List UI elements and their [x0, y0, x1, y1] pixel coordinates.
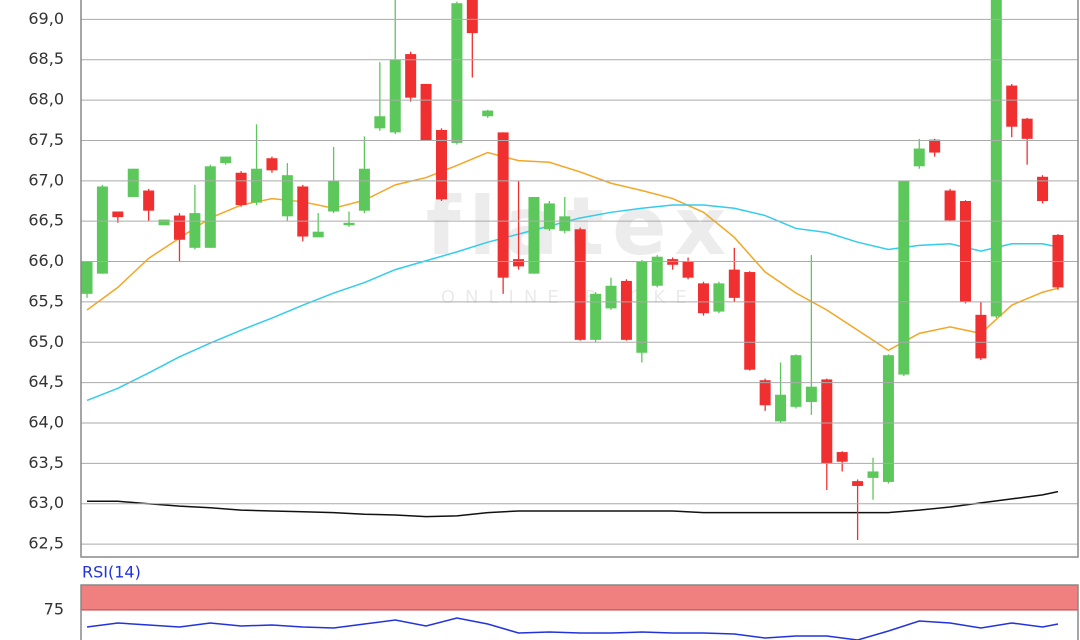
candle-body — [1021, 118, 1033, 139]
candle-body — [96, 186, 108, 274]
overbought-band — [81, 585, 1078, 611]
candle-body — [466, 0, 478, 34]
indicator-line — [87, 490, 1059, 518]
y-tick-label: 64,0 — [28, 412, 64, 431]
candle-body — [559, 216, 571, 231]
candle-body — [158, 219, 170, 226]
y-tick-label: 62,5 — [28, 534, 64, 553]
y-tick-label: 67,0 — [28, 170, 64, 189]
candle-body — [975, 314, 987, 359]
candle-body — [127, 168, 139, 197]
candle-body — [728, 269, 740, 298]
y-tick-label: 63,0 — [28, 493, 64, 512]
candle-body — [898, 180, 910, 375]
y-tick-label: 68,0 — [28, 90, 64, 109]
candle-body — [513, 259, 525, 267]
candle-body — [682, 261, 694, 278]
candle-body — [959, 201, 971, 302]
candle-body — [620, 280, 632, 340]
y-tick-label: 64,5 — [28, 372, 64, 391]
candle-body — [605, 285, 617, 309]
candle-body — [204, 166, 216, 248]
candle-body — [482, 110, 494, 117]
candle-body — [790, 355, 802, 407]
candle-body — [281, 175, 293, 217]
y-tick-label: 66,5 — [28, 211, 64, 230]
candle-body — [374, 116, 386, 129]
panel-title: RSI(14) — [82, 563, 141, 582]
candle-body — [913, 148, 925, 167]
candle-body — [1037, 176, 1049, 202]
y-tick-label: 66,0 — [28, 251, 64, 270]
candle-body — [543, 203, 555, 230]
candle-body — [990, 0, 1002, 317]
candle-body — [836, 452, 848, 462]
candle-body — [528, 196, 540, 274]
candle-body — [358, 168, 370, 211]
candle-body — [759, 380, 771, 406]
candle-body — [852, 481, 864, 486]
candle-body — [389, 59, 401, 133]
y-tick-label: 67,5 — [28, 130, 64, 149]
candle-body — [235, 172, 247, 206]
candle-body — [636, 261, 648, 353]
candle-body — [112, 211, 124, 218]
y-tick-label: 75 — [44, 600, 64, 619]
candle-body — [266, 158, 278, 171]
candle-body — [574, 229, 586, 340]
rsi-panel: RSI(14) 75 — [44, 563, 1079, 640]
candle-body — [312, 231, 324, 238]
candle-body — [328, 180, 340, 212]
candle-body — [405, 54, 417, 98]
candle-body — [713, 283, 725, 312]
candle-body — [1006, 85, 1018, 127]
candle-body — [944, 190, 956, 221]
plot-area — [81, 585, 1078, 640]
candle-body — [882, 355, 894, 482]
candle-body — [651, 256, 663, 286]
candle-body — [929, 139, 941, 153]
candle-body — [435, 129, 447, 200]
indicator-line — [86, 617, 1059, 640]
candle-body — [805, 386, 817, 403]
candle-body — [775, 394, 787, 422]
y-tick-label: 65,0 — [28, 332, 64, 351]
candle-body — [497, 132, 509, 278]
candle-body — [420, 83, 432, 141]
candle-body — [220, 156, 232, 164]
candle-body — [867, 471, 879, 478]
candle-body — [173, 215, 185, 240]
candle-body — [297, 186, 309, 237]
candle-body — [590, 293, 602, 340]
y-tick-label: 65,5 — [28, 291, 64, 310]
plot-frame — [80, 584, 1079, 640]
candle-body — [821, 379, 833, 464]
candle-body — [451, 3, 463, 143]
candle-body — [697, 283, 709, 314]
candle-body — [189, 213, 201, 248]
y-tick-label: 68,5 — [28, 49, 64, 68]
y-tick-label: 63,5 — [28, 453, 64, 472]
plot-frame — [80, 0, 1079, 558]
candle-body — [251, 168, 263, 203]
candle-body — [81, 261, 93, 294]
candle-body — [143, 190, 155, 211]
candle-body — [343, 222, 355, 226]
y-tick-label: 69,0 — [28, 9, 64, 28]
candle-body — [744, 272, 756, 370]
